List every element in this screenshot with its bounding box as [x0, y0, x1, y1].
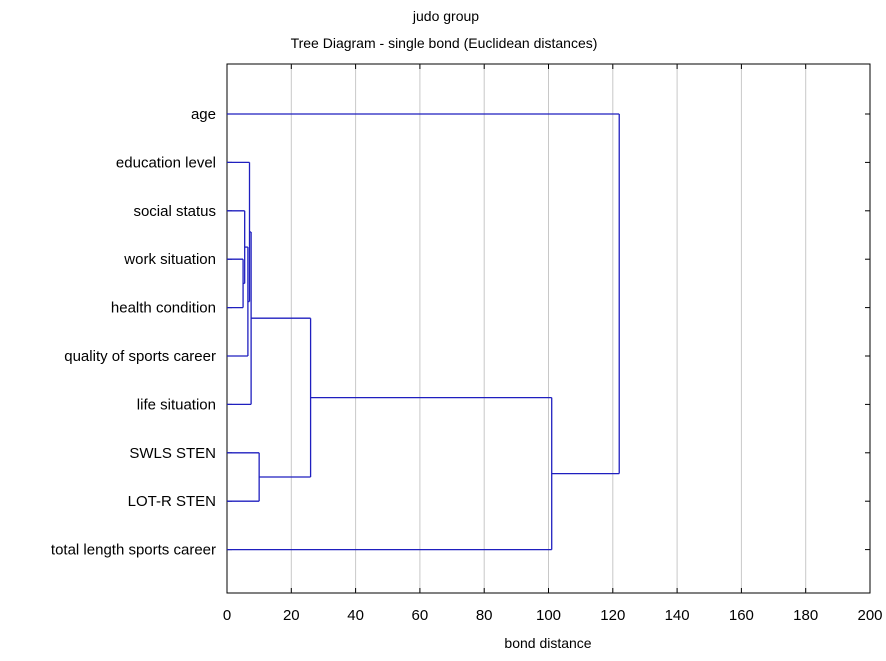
x-tick-label: 80: [476, 607, 493, 624]
x-tick-label: 0: [223, 607, 231, 624]
x-tick-label: 100: [536, 607, 561, 624]
leaf-label: social status: [133, 203, 216, 220]
x-tick-label: 20: [283, 607, 300, 624]
leaf-labels: age education level social status work situ…: [51, 106, 216, 559]
chart-subtitle: Tree Diagram - single bond (Euclidean di…: [291, 35, 598, 51]
x-axis-label: bond distance: [504, 635, 591, 651]
leaf-label: age: [191, 106, 216, 123]
x-tick-label: 40: [347, 607, 364, 624]
leaf-label: life situation: [137, 396, 216, 413]
leaf-label: health condition: [111, 300, 216, 317]
leaf-label: total length sports career: [51, 542, 216, 559]
leaf-label: work situation: [123, 251, 216, 268]
x-tick-label: 200: [857, 607, 882, 624]
x-tick-label: 180: [793, 607, 818, 624]
leaf-label: SWLS STEN: [129, 445, 216, 462]
dendrogram-branches: [227, 113, 620, 551]
chart-title: judo group: [412, 8, 479, 24]
leaf-label: LOT-R STEN: [128, 493, 216, 510]
x-tick-label: 140: [665, 607, 690, 624]
x-tick-label: 160: [729, 607, 754, 624]
leaf-label: quality of sports career: [64, 348, 216, 365]
x-tick-label: 60: [412, 607, 429, 624]
x-tick-labels: 0 20 40 60 80 100 120 140 160 180 200: [223, 607, 883, 624]
grid-lines: [290, 64, 807, 593]
x-tick-label: 120: [600, 607, 625, 624]
leaf-label: education level: [116, 154, 216, 171]
